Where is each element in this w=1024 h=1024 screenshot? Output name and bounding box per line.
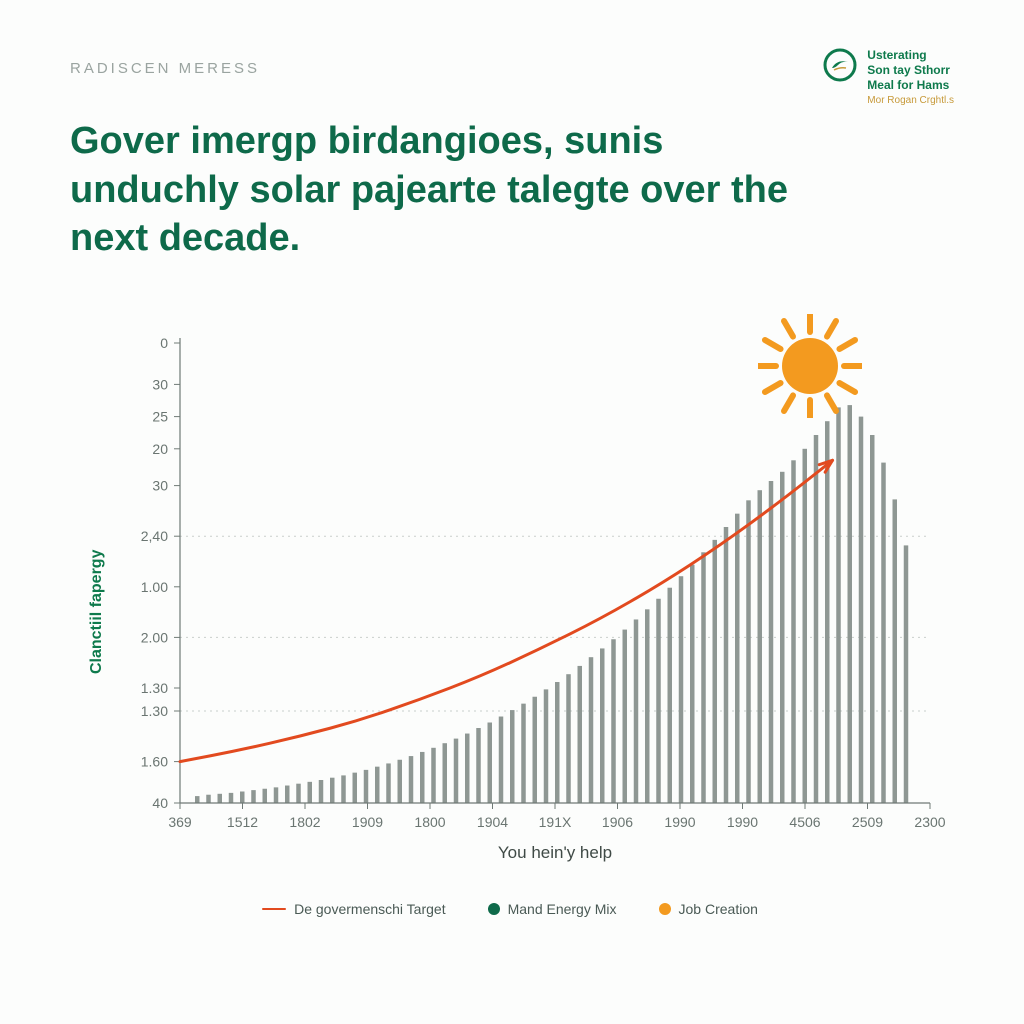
legend-label: De govermenschi Target [294, 901, 445, 917]
svg-text:4506: 4506 [789, 814, 820, 830]
svg-text:20: 20 [152, 441, 168, 457]
svg-text:1800: 1800 [414, 814, 445, 830]
svg-text:1904: 1904 [477, 814, 508, 830]
page-title: Gover imergp birdangioes, sunis unduchly… [70, 117, 790, 263]
svg-text:1512: 1512 [227, 814, 258, 830]
legend-item: Job Creation [659, 901, 758, 917]
y-axis-label: Clanctiil fapergy [88, 550, 106, 674]
svg-text:369: 369 [168, 814, 192, 830]
legend-label: Job Creation [679, 901, 758, 917]
svg-text:1909: 1909 [352, 814, 383, 830]
svg-text:30: 30 [152, 477, 168, 493]
svg-text:30: 30 [152, 376, 168, 392]
sun-icon [758, 314, 862, 418]
brand-logo-text: Usterating Son tay Sthorr Meal for Hams … [867, 48, 954, 108]
brand-line-3: Meal for Hams [867, 78, 954, 93]
legend-label: Mand Energy Mix [508, 901, 617, 917]
legend-swatch [488, 903, 500, 915]
brand-logo: Usterating Son tay Sthorr Meal for Hams … [823, 48, 954, 108]
chart-legend: De govermenschi Target Mand Energy Mix Job… [70, 901, 950, 917]
brand-line-2: Son tay Sthorr [867, 63, 954, 78]
svg-text:2509: 2509 [852, 814, 883, 830]
svg-text:1990: 1990 [664, 814, 695, 830]
legend-item: De govermenschi Target [262, 901, 445, 917]
svg-text:0: 0 [160, 335, 168, 351]
svg-text:40: 40 [152, 795, 168, 811]
svg-text:191X: 191X [539, 814, 572, 830]
brand-line-4: Mor Rogan Crghtl.s [867, 95, 954, 108]
legend-swatch [659, 903, 671, 915]
growth-chart: 40 1.60 1.30 1.30 2.00 1.00 2,40 30 20 25 30 0 369 15… [70, 323, 950, 883]
legend-swatch [262, 908, 286, 911]
svg-text:1906: 1906 [602, 814, 633, 830]
svg-text:1.30: 1.30 [141, 680, 168, 696]
svg-text:1.00: 1.00 [141, 579, 168, 595]
svg-text:You hein'y help: You hein'y help [498, 843, 612, 862]
svg-text:1.60: 1.60 [141, 753, 168, 769]
brand-logo-mark [823, 48, 857, 82]
legend-item: Mand Energy Mix [488, 901, 617, 917]
svg-text:1.30: 1.30 [141, 703, 168, 719]
brand-line-1: Usterating [867, 48, 954, 63]
svg-text:1802: 1802 [289, 814, 320, 830]
svg-text:2,40: 2,40 [141, 528, 168, 544]
eyebrow-text: RADISCEN MERESS [70, 60, 954, 77]
svg-text:2.00: 2.00 [141, 629, 168, 645]
svg-text:25: 25 [152, 408, 168, 424]
svg-text:1990: 1990 [727, 814, 758, 830]
svg-text:2300: 2300 [914, 814, 945, 830]
